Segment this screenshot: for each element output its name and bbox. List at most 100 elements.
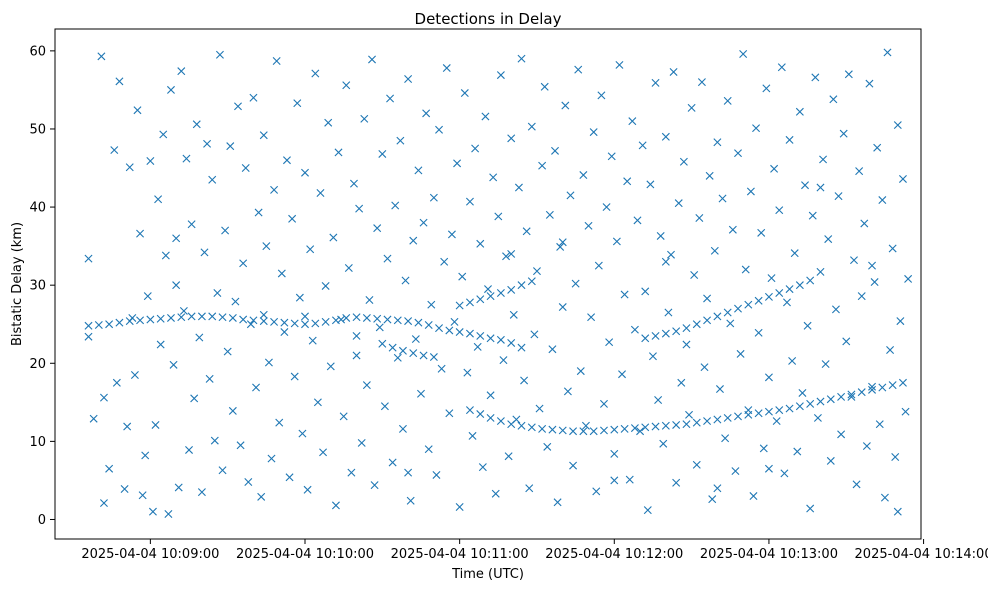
track-point (486, 413, 495, 422)
track-point (414, 318, 423, 327)
track-point (661, 421, 670, 430)
clutter-point (599, 399, 608, 408)
clutter-point (878, 196, 887, 205)
clutter-point (813, 413, 822, 422)
clutter-point (731, 467, 740, 476)
clutter-point (715, 385, 724, 394)
track-point (321, 317, 330, 326)
clutter-point (695, 214, 704, 222)
clutter-point (342, 81, 351, 90)
track-point (806, 399, 815, 408)
track-point (105, 320, 114, 329)
clutter-point (842, 337, 851, 346)
track-point (754, 409, 763, 418)
clutter-point (473, 342, 482, 351)
clutter-point (228, 406, 237, 415)
clutter-point (569, 461, 578, 470)
clutter-point (236, 441, 245, 450)
track-point (208, 312, 217, 321)
clutter-point (532, 267, 541, 276)
clutter-point (723, 96, 732, 105)
clutter-point (401, 276, 410, 285)
x-tick-label: 2025-04-04 10:12:00 (545, 547, 683, 562)
clutter-point (352, 331, 361, 340)
clutter-point (99, 393, 108, 402)
clutter-point (468, 431, 477, 440)
track-point (641, 334, 650, 343)
clutter-point (594, 261, 603, 270)
clutter-point (873, 143, 882, 152)
clutter-point (679, 157, 688, 166)
track-point (166, 313, 175, 322)
clutter-point (414, 166, 423, 175)
clutter-point (136, 229, 145, 238)
track-point (713, 415, 722, 424)
clutter-point (409, 236, 418, 245)
clutter-point (138, 491, 147, 500)
clutter-point (597, 91, 606, 100)
clutter-point (357, 438, 366, 447)
clutter-point (816, 183, 825, 192)
clutter-point (584, 221, 593, 230)
clutter-point (661, 257, 670, 266)
clutter-point (834, 192, 843, 201)
track-point (599, 426, 608, 435)
clutter-point (301, 312, 309, 321)
clutter-point (718, 194, 727, 203)
clutter-point (790, 249, 799, 258)
track-point (435, 324, 444, 333)
track-point (507, 338, 516, 347)
clutter-point (298, 429, 307, 438)
clutter-point (514, 183, 523, 192)
x-tick-label: 2025-04-04 10:11:00 (391, 547, 529, 562)
track-point (744, 410, 753, 419)
clutter-point (690, 271, 699, 280)
clutter-point (110, 146, 119, 155)
track-point (249, 316, 258, 325)
track-point (723, 308, 732, 317)
track-point (455, 328, 464, 337)
track-point (419, 351, 428, 360)
clutter-point (517, 54, 526, 63)
clutter-point (308, 336, 317, 345)
clutter-point (391, 201, 400, 210)
clutter-point (630, 325, 639, 334)
clutter-point (700, 363, 709, 372)
track-point (156, 314, 165, 323)
clutter-point (538, 161, 547, 170)
track-point (424, 321, 433, 329)
track-point (486, 334, 495, 343)
clutter-point (625, 475, 634, 484)
clutter-point (574, 65, 583, 74)
track-point (84, 321, 93, 330)
clutter-point (373, 224, 382, 233)
track-point (764, 292, 773, 301)
clutter-point (898, 174, 907, 183)
clutter-point (697, 78, 706, 87)
x-tick-label: 2025-04-04 10:14:00 (855, 547, 988, 562)
clutter-point (239, 259, 248, 268)
clutter-point (174, 483, 183, 492)
clutter-point (424, 445, 433, 454)
clutter-point (486, 391, 495, 400)
clutter-point (398, 424, 407, 433)
clutter-point (646, 180, 655, 189)
clutter-point (252, 383, 261, 392)
clutter-point (130, 370, 139, 379)
track-point (136, 316, 145, 325)
clutter-point (254, 208, 263, 217)
clutter-point (527, 122, 536, 131)
clutter-point (380, 402, 389, 411)
track-point (764, 407, 773, 416)
clutter-point (801, 181, 810, 190)
clutter-point (123, 422, 132, 431)
clutter-point (741, 265, 750, 274)
track-point (393, 316, 402, 325)
track-point (507, 420, 516, 429)
clutter-point (612, 237, 621, 246)
clutter-point (169, 360, 178, 369)
clutter-point (896, 317, 905, 326)
clutter-point (285, 473, 294, 482)
clutter-point (507, 134, 516, 143)
clutter-point (172, 281, 181, 290)
